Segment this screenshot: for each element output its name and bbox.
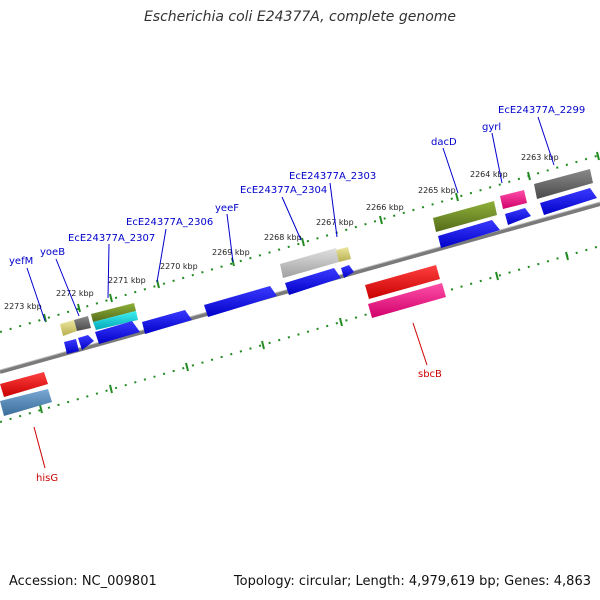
gene-label[interactable]: yeeF xyxy=(215,203,239,214)
gene-label[interactable]: gyrl xyxy=(482,122,501,133)
genome-summary-text: Topology: circular; Length: 4,979,619 bp… xyxy=(234,574,591,589)
scale-label: 2265 kbp xyxy=(418,186,456,195)
scale-label: 2271 kbp xyxy=(108,276,146,285)
gene-label[interactable]: dacD xyxy=(431,137,457,148)
scale-label: 2273 kbp xyxy=(4,302,42,311)
genome-map: 2273 kbp 2272 kbp 2271 kbp 2270 kbp 2269… xyxy=(0,0,600,600)
gene-label[interactable]: hisG xyxy=(36,473,58,484)
reverse-strand-features xyxy=(0,265,446,416)
gene-label[interactable]: EcE24377A_2307 xyxy=(68,233,155,244)
cds-arrow[interactable] xyxy=(204,286,277,317)
scale-label: 2264 kbp xyxy=(470,170,508,179)
gene-label[interactable]: EcE24377A_2306 xyxy=(126,217,213,228)
scale-label: 2272 kbp xyxy=(56,289,94,298)
scale-label: 2269 kbp xyxy=(212,248,250,257)
gene-label[interactable]: yoeB xyxy=(40,247,65,258)
gene-label[interactable]: EcE24377A_2304 xyxy=(240,185,327,196)
cds-arrow[interactable] xyxy=(142,310,192,334)
scale-label: 2270 kbp xyxy=(160,262,198,271)
scale-label: 2268 kbp xyxy=(264,233,302,242)
accession-text: Accession: NC_009801 xyxy=(9,574,157,589)
scale-label: 2266 kbp xyxy=(366,203,404,212)
feature-khaki[interactable] xyxy=(60,320,77,336)
gene-label[interactable]: EcE24377A_2299 xyxy=(498,105,585,116)
gene-label[interactable]: yefM xyxy=(9,256,33,267)
feature-grey[interactable] xyxy=(74,316,91,331)
feature-pink[interactable] xyxy=(500,190,527,209)
gene-label[interactable]: sbcB xyxy=(418,369,442,380)
forward-strand-features xyxy=(60,169,597,354)
gene-label[interactable]: EcE24377A_2303 xyxy=(289,171,376,182)
